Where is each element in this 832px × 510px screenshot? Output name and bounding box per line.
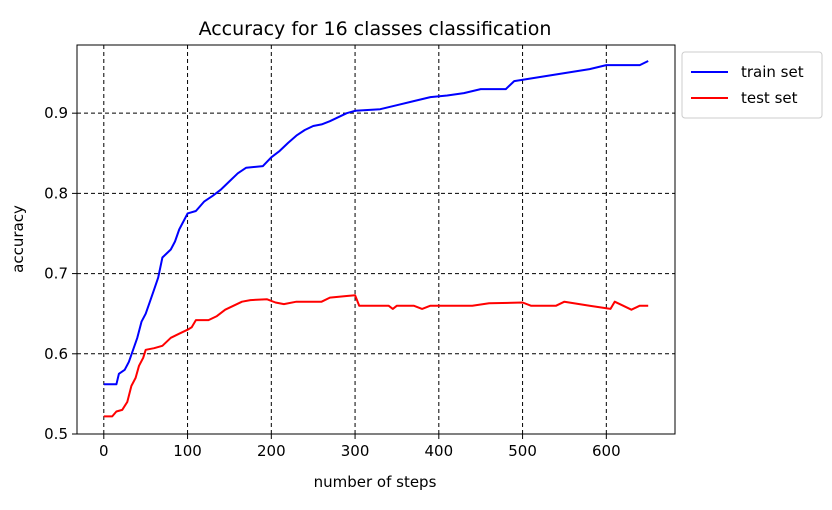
- x-tick-label: 400: [424, 442, 453, 460]
- legend-label-test: test set: [741, 89, 798, 107]
- x-axis-ticks: 0 100 200 300 400 500 600: [99, 434, 621, 460]
- legend-label-train: train set: [741, 63, 804, 81]
- x-tick-label: 100: [173, 442, 202, 460]
- test-set-line: [103, 294, 649, 418]
- y-tick-label: 0.9: [44, 104, 68, 122]
- x-axis-label: number of steps: [314, 473, 437, 491]
- x-tick-label: 200: [257, 442, 286, 460]
- y-tick-label: 0.7: [44, 265, 68, 283]
- y-tick-label: 0.6: [44, 345, 68, 363]
- plot-area-frame: [76, 44, 676, 435]
- chart-title: Accuracy for 16 classes classification: [199, 18, 552, 40]
- x-tick-label: 300: [341, 442, 370, 460]
- legend-box: [681, 51, 823, 119]
- legend: train set test set: [681, 51, 823, 119]
- x-tick-label: 0: [99, 442, 109, 460]
- x-tick-label: 600: [592, 442, 621, 460]
- x-tick-label: 500: [508, 442, 537, 460]
- y-tick-label: 0.5: [44, 425, 68, 443]
- train-set-line: [103, 60, 649, 386]
- y-tick-label: 0.8: [44, 184, 68, 202]
- y-axis-label: accuracy: [9, 205, 27, 273]
- y-axis-ticks: 0.5 0.6 0.7 0.8 0.9: [44, 104, 77, 443]
- data-series: [103, 60, 649, 418]
